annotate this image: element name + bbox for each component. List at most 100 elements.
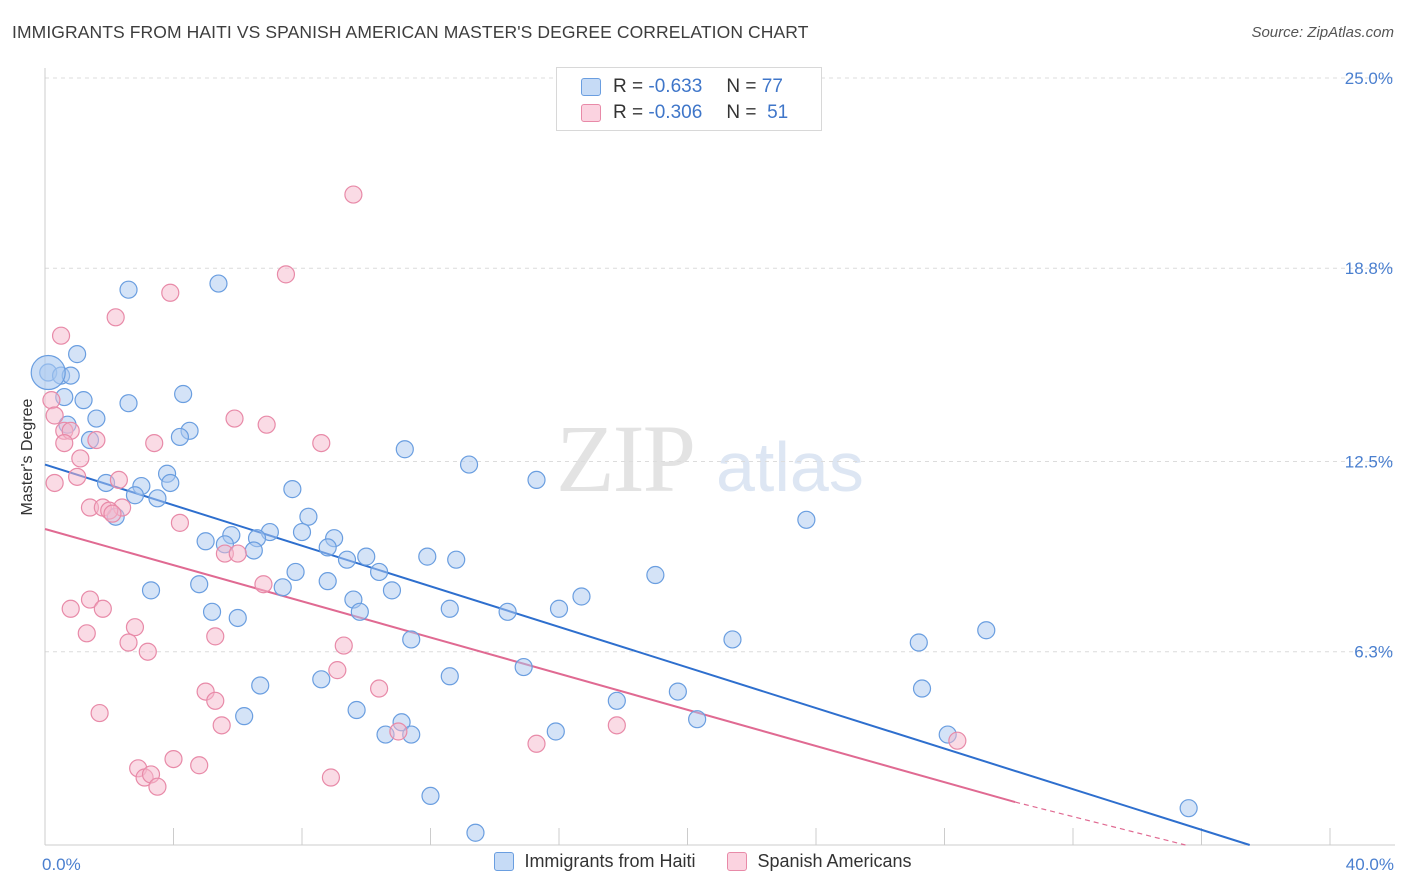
spanish-point [254, 575, 273, 594]
haiti-point [440, 667, 459, 686]
x-tick-label: 40.0% [1346, 855, 1394, 874]
haiti-point [318, 572, 337, 591]
chart-title: IMMIGRANTS FROM HAITI VS SPANISH AMERICA… [12, 22, 809, 42]
spanish-point [45, 473, 64, 493]
haiti-point [447, 550, 466, 569]
spanish-point [389, 722, 408, 741]
haiti-point [209, 274, 228, 293]
y-tick-label: 25.0% [1345, 69, 1393, 88]
spanish-point [257, 415, 276, 434]
spanish-point [103, 504, 122, 523]
spanish-point [51, 326, 71, 345]
spanish-point [138, 642, 157, 661]
haiti-point [337, 550, 357, 569]
spanish-point [68, 467, 87, 486]
bottom-legend-swatch-spanish [727, 852, 748, 871]
spanish-point [344, 185, 363, 204]
spanish-point [106, 308, 125, 327]
legend-n-value: 77 [761, 76, 783, 97]
haiti-point [466, 823, 485, 842]
spanish-point [225, 409, 244, 428]
bottom-legend-haiti: Immigrants from Haiti [494, 851, 695, 872]
haiti-point [1179, 799, 1198, 818]
haiti-point [572, 587, 591, 606]
haiti-point [87, 409, 106, 428]
spanish-trend-extension [1015, 801, 1186, 846]
spanish-point [228, 544, 247, 563]
grid-lines [45, 77, 1395, 653]
haiti-point [244, 541, 263, 560]
haiti-trend-line [44, 463, 1250, 846]
haiti-point [228, 608, 247, 628]
spanish-point [145, 433, 164, 453]
spanish-point [607, 716, 626, 735]
haiti-point [141, 581, 161, 600]
x-tick-label: 0.0% [42, 855, 81, 874]
haiti-point [196, 532, 215, 551]
haiti-point [418, 547, 437, 566]
spanish-point [80, 590, 100, 609]
haiti-point [498, 602, 517, 621]
haiti-point [549, 599, 569, 618]
spanish-point [370, 679, 389, 698]
spanish-point [148, 777, 167, 796]
legend-n-value: 51 [767, 102, 789, 123]
spanish-point [90, 703, 109, 723]
haiti-point [797, 510, 816, 529]
haiti-point [370, 562, 389, 582]
haiti-point [170, 427, 190, 447]
haiti-point [909, 633, 928, 652]
bottom-legend-label-spanish: Spanish Americans [757, 851, 912, 871]
spanish-point [93, 599, 112, 618]
axes [44, 68, 1395, 846]
haiti-point [459, 455, 479, 474]
legend-row-haiti: R = -0.633 N = 77 [581, 75, 783, 99]
spanish-point [164, 749, 183, 769]
data-points [30, 185, 1198, 842]
legend-row-spanish: R = -0.306 N = 51 [581, 101, 788, 125]
legend-r-label: R = [613, 102, 644, 123]
legend-r-value: -0.306 [648, 102, 703, 123]
spanish-point [206, 691, 225, 710]
haiti-point [161, 473, 180, 493]
legend: R = -0.633 N = 77 R = -0.306 N = 51 [556, 67, 822, 131]
haiti-point [251, 676, 270, 695]
haiti-point [527, 470, 546, 490]
haiti-point [68, 345, 87, 364]
haiti-point [440, 599, 459, 618]
haiti-point [688, 710, 707, 729]
legend-swatch-haiti [581, 78, 601, 96]
haiti-point [607, 691, 626, 710]
haiti-point [148, 489, 167, 508]
haiti-point [283, 480, 302, 499]
haiti-point [202, 602, 222, 621]
bottom-legend-swatch-haiti [494, 852, 515, 871]
spanish-point [45, 406, 64, 425]
y-tick-label: 6.3% [1354, 643, 1393, 662]
legend-r-value: -0.633 [648, 76, 703, 97]
spanish-point [190, 756, 209, 775]
haiti-point [119, 394, 138, 413]
legend-r-label: R = [613, 76, 644, 97]
bottom-legend: Immigrants from Haiti Spanish Americans [0, 851, 1406, 872]
spanish-point [42, 391, 61, 410]
spanish-point [55, 433, 74, 453]
haiti-point [646, 565, 665, 585]
spanish-point [125, 618, 145, 637]
haiti-point [119, 280, 138, 299]
watermark-atlas: atlas [716, 428, 864, 506]
haiti-point [912, 679, 932, 698]
y-axis-label: Master's Degree [19, 398, 36, 516]
haiti-point [546, 722, 565, 741]
watermark-zip: ZIP [556, 405, 696, 512]
haiti-point [273, 578, 292, 597]
legend-n-label: N = [726, 76, 757, 97]
spanish-point [948, 731, 967, 750]
haiti-point [318, 538, 337, 557]
haiti-point [402, 630, 421, 649]
spanish-point [71, 449, 90, 468]
spanish-point [161, 283, 180, 302]
haiti-point [350, 602, 369, 621]
legend-n-label: N = [726, 102, 757, 123]
spanish-point [170, 513, 190, 532]
